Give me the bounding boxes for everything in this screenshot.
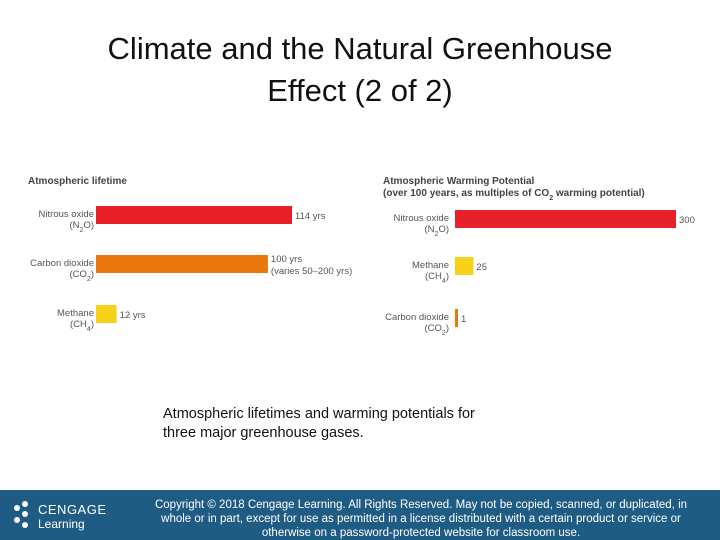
- title-line-2: Effect (2 of 2): [267, 73, 453, 108]
- chart-1-value-label: 100 yrs: [271, 254, 302, 265]
- copyright-notice: Copyright © 2018 Cengage Learning. All R…: [130, 498, 712, 540]
- chart-1-value-note: (varies 50–200 yrs): [271, 266, 352, 277]
- chart-2-category-formula: (CH4): [425, 271, 449, 285]
- chart-2-category-label: Carbon dioxide: [385, 312, 449, 323]
- chart-1-category-label: Carbon dioxide: [30, 258, 94, 269]
- chart-1-value-label: 12 yrs: [120, 310, 146, 321]
- chart-2-category-label: Methane: [412, 260, 449, 271]
- chart-1-category-formula: (N2O): [69, 220, 94, 234]
- chart-1-value-label: 114 yrs: [295, 211, 326, 222]
- copyright-line-2: whole or in part, except for use as perm…: [161, 513, 681, 525]
- chart-2-value-label: 1: [461, 314, 466, 325]
- chart-1-title: Atmospheric lifetime: [28, 176, 127, 187]
- footer-bar: CENGAGE Learning Copyright © 2018 Cengag…: [0, 490, 720, 540]
- chart-1-bar: [96, 305, 117, 323]
- chart-2-value-label: 300: [679, 215, 695, 226]
- title-line-1: Climate and the Natural Greenhouse: [107, 31, 613, 66]
- cengage-logo: CENGAGE Learning: [14, 501, 107, 531]
- caption-line-1: Atmospheric lifetimes and warming potent…: [163, 406, 475, 422]
- copyright-line-3: otherwise on a password-protected websit…: [261, 527, 581, 539]
- chart-2-bar: [455, 257, 474, 275]
- chart-1-bar: [96, 255, 268, 273]
- chart-1-category-formula: (CO2): [69, 269, 94, 283]
- chart-1-bar: [96, 206, 292, 224]
- slide-title: Climate and the Natural Greenhouse Effec…: [40, 28, 680, 112]
- chart-2-bar: [455, 210, 676, 228]
- chart-2-category-formula: (CO2): [424, 323, 449, 337]
- logo-text-top: CENGAGE: [38, 502, 107, 517]
- chart-2-subtitle: (over 100 years, as multiples of CO2 war…: [383, 188, 645, 202]
- chart-2-category-label: Nitrous oxide: [394, 213, 449, 224]
- cengage-logo-icon: [14, 501, 28, 528]
- chart-1-category-label: Nitrous oxide: [39, 209, 94, 220]
- copyright-line-1: Copyright © 2018 Cengage Learning. All R…: [154, 499, 688, 511]
- figure-caption: Atmospheric lifetimes and warming potent…: [163, 405, 583, 443]
- chart-2-value-label: 25: [476, 262, 487, 273]
- chart-1-category-label: Methane: [57, 308, 94, 319]
- chart-1-category-formula: (CH4): [70, 319, 94, 333]
- logo-text-bottom: Learning: [38, 517, 85, 531]
- chart-2-category-formula: (N2O): [424, 224, 449, 238]
- chart-2-bar: [455, 309, 458, 327]
- chart-2-title: Atmospheric Warming Potential: [383, 176, 535, 187]
- caption-line-2: three major greenhouse gases.: [163, 425, 364, 441]
